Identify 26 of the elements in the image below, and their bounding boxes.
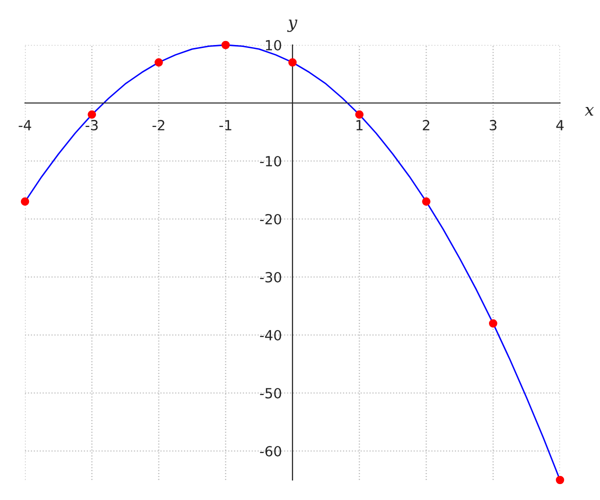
point	[20, 197, 30, 206]
x-tick-label: 1	[356, 120, 363, 130]
y-tick-label: 10	[266, 40, 282, 50]
x-tick-label: 2	[422, 120, 430, 130]
x-tick-label: -2	[152, 120, 164, 130]
point	[556, 476, 564, 484]
y-tick-label: -50	[260, 388, 282, 398]
point	[288, 58, 297, 67]
point	[488, 319, 498, 328]
y-tick-label: -30	[260, 272, 282, 282]
point	[422, 197, 430, 206]
x-tick-label: -1	[219, 120, 232, 130]
x-axis-title: x	[584, 107, 594, 116]
x-tick-label: 3	[490, 120, 496, 130]
y-axis-title: y	[287, 20, 298, 32]
point	[355, 110, 364, 119]
point	[88, 110, 96, 119]
point	[154, 58, 163, 67]
y-tick-label: -40	[260, 330, 282, 340]
x-tick-label: 4	[556, 120, 564, 130]
x-tick-label: -3	[86, 120, 98, 130]
x-tick-label: -4	[18, 120, 32, 130]
y-tick-label: -10	[260, 156, 282, 166]
point	[221, 40, 230, 50]
y-tick-label: -60	[260, 446, 282, 456]
y-tick-label: -20	[260, 214, 282, 224]
